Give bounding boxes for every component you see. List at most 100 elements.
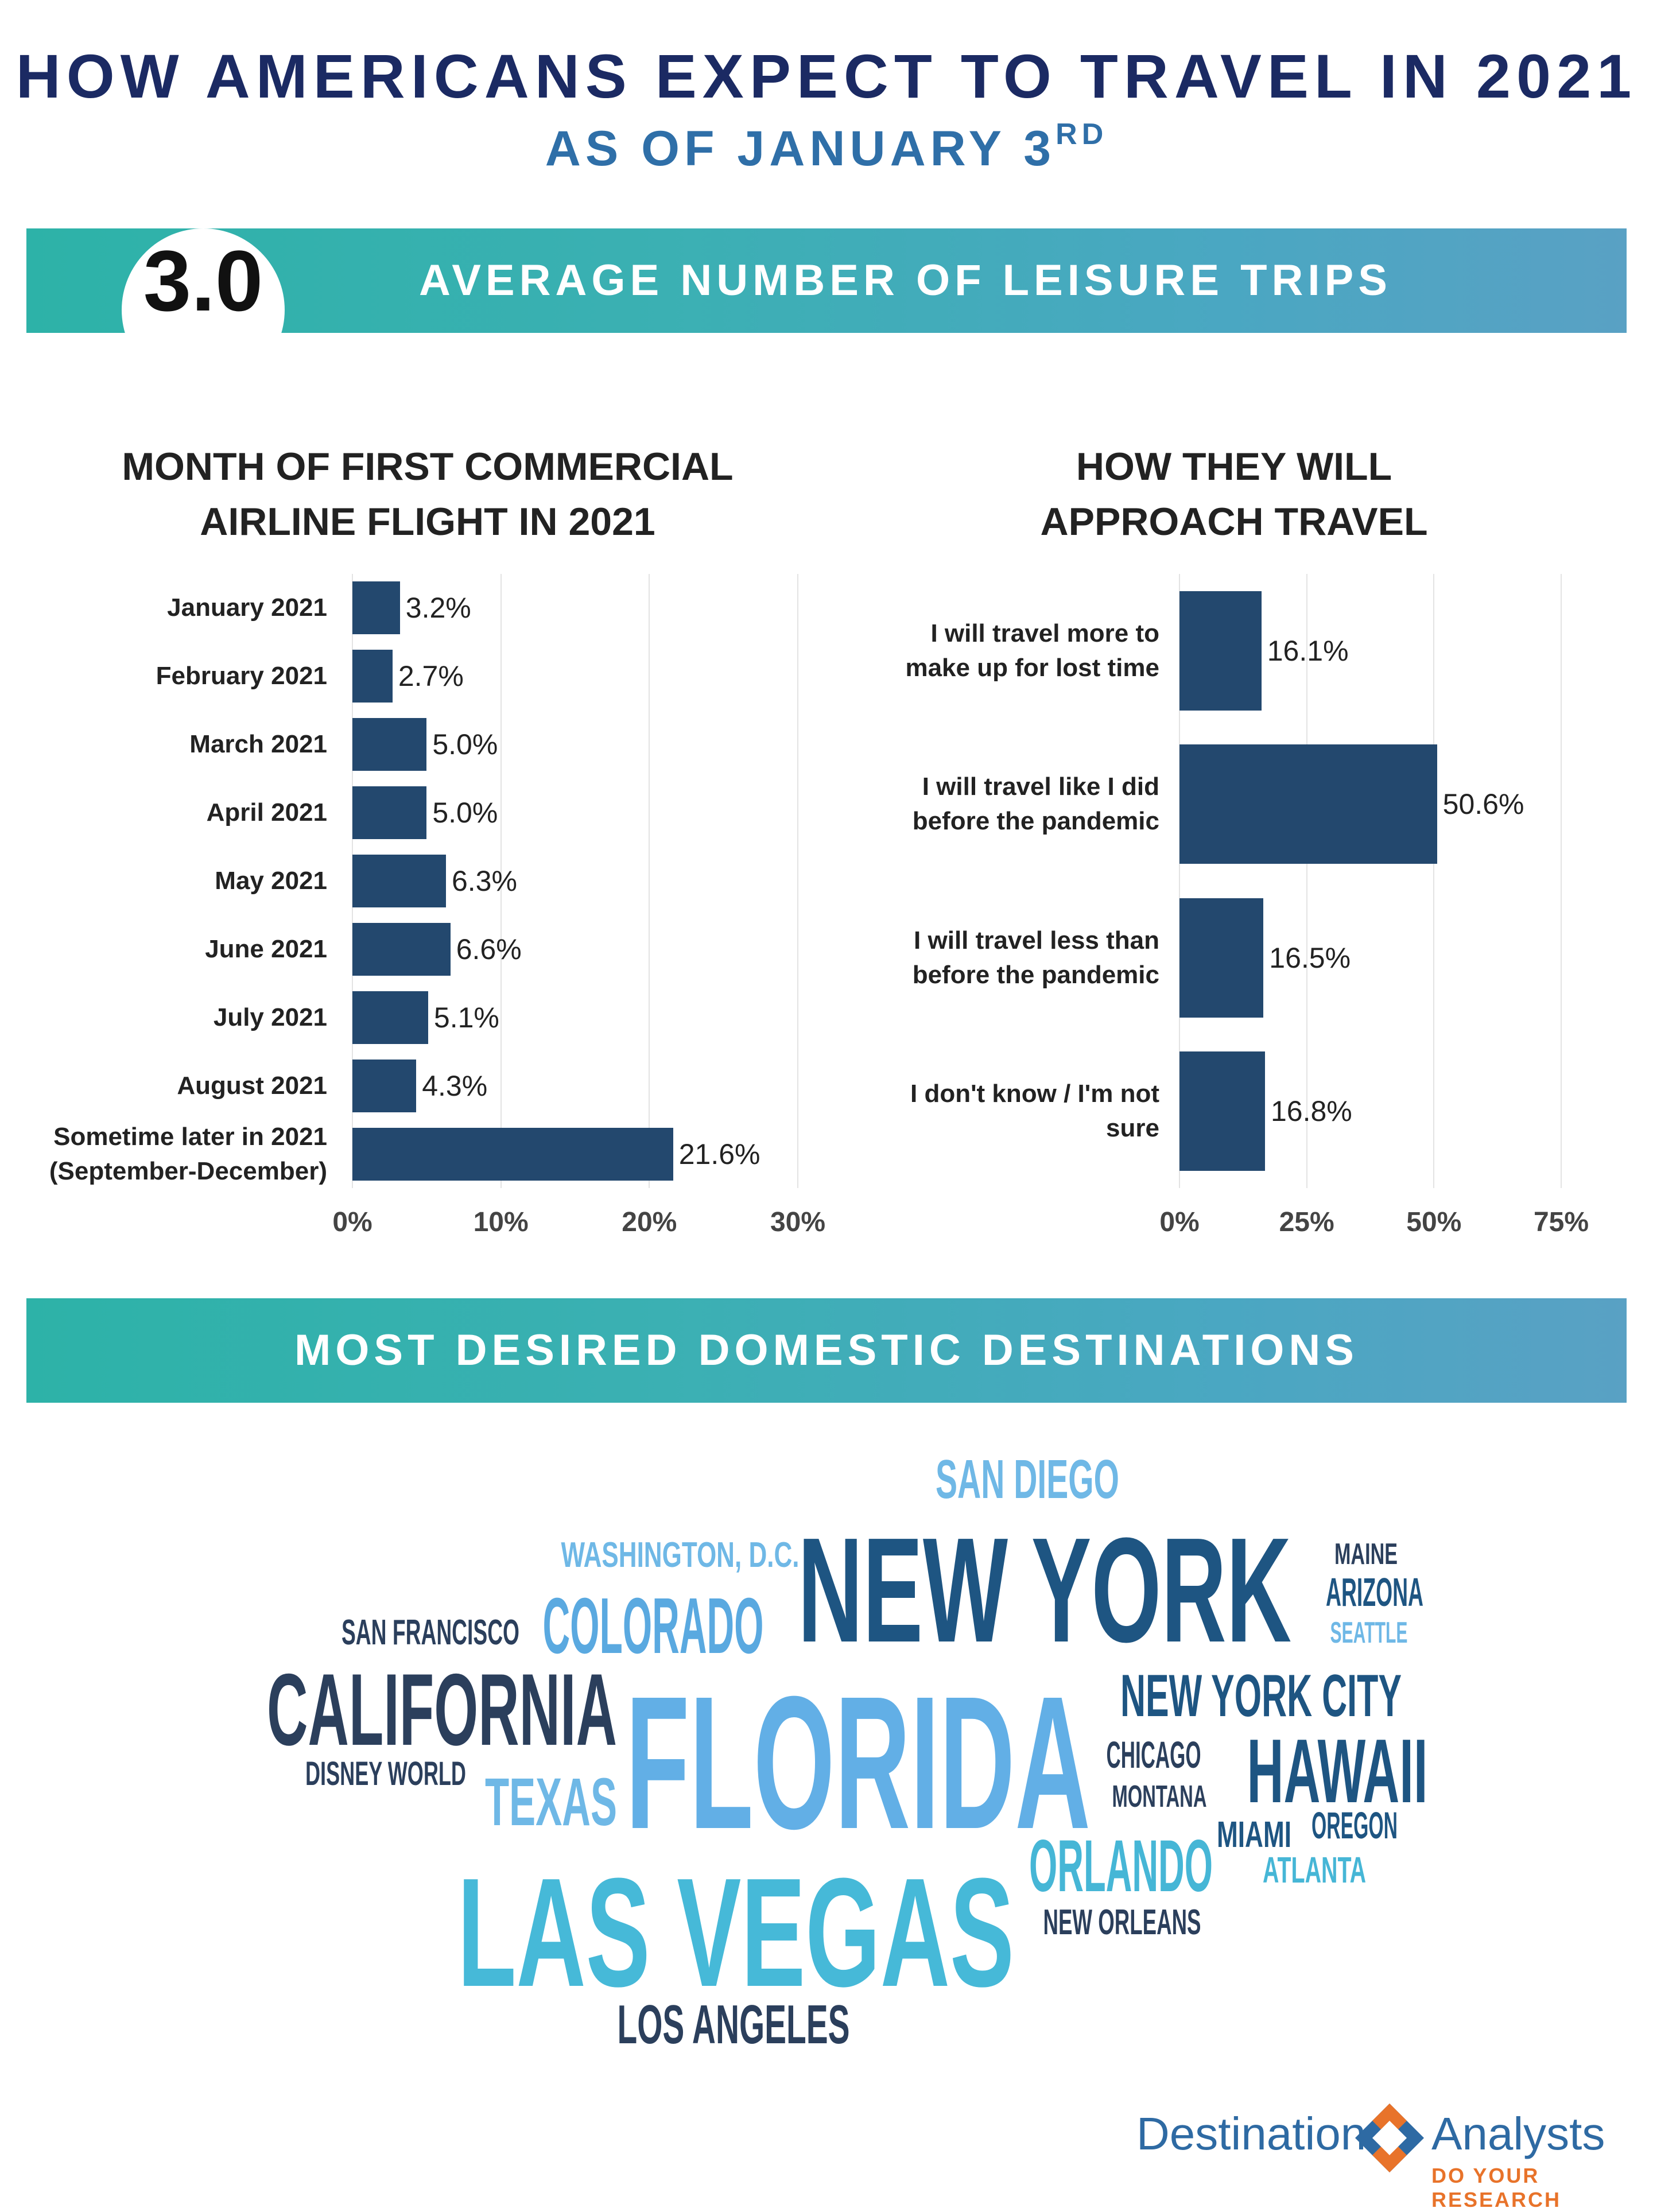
destinations-label: MOST DESIRED DOMESTIC DESTINATIONS xyxy=(294,1326,1359,1375)
bar-value-label: 16.5% xyxy=(1269,941,1351,974)
word-california: CALIFORNIA xyxy=(267,1652,617,1767)
word-texas: TEXAS xyxy=(485,1764,617,1840)
category-label: June 2021 xyxy=(205,934,327,963)
category-label: July 2021 xyxy=(213,1003,327,1031)
bar xyxy=(352,650,393,703)
word-colorado: COLORADO xyxy=(543,1582,764,1670)
word-orlando: ORLANDO xyxy=(1029,1825,1213,1907)
category-label: May 2021 xyxy=(215,867,327,895)
word-san-francisco: SAN FRANCISCO xyxy=(342,1613,519,1652)
bar xyxy=(352,581,400,635)
category-label: I will travel less than before the pande… xyxy=(912,926,1159,989)
word-san-diego: SAN DIEGO xyxy=(936,1449,1119,1510)
bar-value-label: 3.2% xyxy=(405,592,471,624)
chart1-title-line1: MONTH OF FIRST COMMERCIAL xyxy=(122,445,734,488)
bar xyxy=(1179,898,1264,1018)
bar-value-label: 6.6% xyxy=(456,933,522,965)
bar xyxy=(1179,744,1437,864)
bar-value-label: 5.1% xyxy=(433,1001,499,1034)
bar xyxy=(352,1059,417,1112)
x-tick-label: 0% xyxy=(1159,1207,1200,1237)
word-florida: FLORIDA xyxy=(626,1656,1091,1868)
word-miami: MIAMI xyxy=(1217,1814,1291,1855)
stat-value: 3.0 xyxy=(143,232,263,329)
bar-value-label: 2.7% xyxy=(398,660,464,693)
logo-name-left: Destination xyxy=(1136,2108,1367,2159)
gridline xyxy=(1561,574,1562,1188)
x-tick-label: 75% xyxy=(1533,1207,1589,1237)
stat-circle xyxy=(122,228,285,391)
destinations-word-cloud: SAN DIEGO WASHINGTON, D.C. NEW YORK MAIN… xyxy=(267,1449,1428,2055)
gridline xyxy=(500,574,502,1188)
word-hawaii: HAWAII xyxy=(1247,1721,1428,1822)
bar xyxy=(1179,591,1262,711)
word-oregon: OREGON xyxy=(1311,1804,1398,1846)
word-maine: MAINE xyxy=(1334,1538,1398,1571)
word-disney-world: DISNEY WORLD xyxy=(305,1755,466,1792)
bar xyxy=(352,1127,673,1181)
subtitle-superscript: RD xyxy=(1056,118,1108,151)
x-tick-label: 25% xyxy=(1279,1207,1334,1237)
x-tick-label: 30% xyxy=(770,1207,826,1237)
chart1-plot: 0% 10% 20% 30% 3.2% January 2021 2.7% February … xyxy=(0,0,826,1263)
category-label: April 2021 xyxy=(206,798,327,827)
word-arizona: ARIZONA xyxy=(1326,1570,1423,1615)
category-label: I will travel like I did before the pand… xyxy=(912,773,1159,836)
word-new-york: NEW YORK xyxy=(798,1507,1291,1674)
category-label: January 2021 xyxy=(167,593,327,622)
page-title: HOW AMERICANS EXPECT TO TRAVEL IN 2021 xyxy=(15,41,1638,111)
chart1-title: MONTH OF FIRST COMMERCIAL AIRLINE FLIGHT… xyxy=(80,439,775,549)
bar-value-label: 21.6% xyxy=(678,1138,760,1170)
bar xyxy=(352,991,428,1044)
word-atlanta: ATLANTA xyxy=(1263,1849,1366,1891)
stat-label: AVERAGE NUMBER OF LEISURE TRIPS xyxy=(419,256,1392,305)
bar xyxy=(352,855,446,907)
word-washington-dc: WASHINGTON, D.C. xyxy=(561,1535,800,1575)
chart1-title-line2: AIRLINE FLIGHT IN 2021 xyxy=(200,500,655,544)
chart2-title-line1: HOW THEY WILL xyxy=(1076,445,1392,488)
x-tick-label: 10% xyxy=(473,1207,529,1237)
logo-name-right: Analysts xyxy=(1431,2108,1605,2159)
category-label: Sometime later in 2021 (September-Decemb… xyxy=(49,1122,327,1185)
category-label: February 2021 xyxy=(156,662,327,690)
destinations-banner xyxy=(26,1298,1627,1403)
x-tick-label: 50% xyxy=(1406,1207,1462,1237)
category-label: I don't know / I'm not sure xyxy=(910,1080,1159,1143)
gridline xyxy=(1179,574,1180,1188)
x-tick-label: 0% xyxy=(332,1207,372,1237)
gridline xyxy=(1433,574,1435,1188)
bar-value-label: 4.3% xyxy=(422,1069,488,1102)
word-los-angeles: LOS ANGELES xyxy=(618,1994,850,2055)
logo-tagline: DO YOUR RESEARCH xyxy=(1431,2164,1562,2211)
gridline xyxy=(649,574,650,1188)
bar xyxy=(352,922,451,976)
word-montana: MONTANA xyxy=(1112,1779,1207,1814)
x-tick-label: 20% xyxy=(622,1207,677,1237)
bar-value-label: 5.0% xyxy=(432,797,498,829)
logo-diamond-icon xyxy=(1355,2104,1424,2172)
word-new-york-city: NEW YORK CITY xyxy=(1120,1663,1402,1729)
subtitle-text: AS OF JANUARY 3 xyxy=(545,121,1056,176)
category-label: August 2021 xyxy=(177,1071,327,1100)
bar-value-label: 5.0% xyxy=(432,728,498,761)
bar xyxy=(352,718,427,771)
chart2-title-line2: APPROACH TRAVEL xyxy=(1040,500,1428,544)
bar-value-label: 16.8% xyxy=(1270,1095,1352,1128)
bar xyxy=(1179,1051,1265,1171)
chart2-title: HOW THEY WILL APPROACH TRAVEL xyxy=(941,439,1527,549)
word-seattle: SEATTLE xyxy=(1330,1616,1408,1650)
bar-value-label: 16.1% xyxy=(1267,634,1349,667)
stat-banner xyxy=(26,228,1627,333)
gridline xyxy=(797,574,798,1188)
word-las-vegas: LAS VEGAS xyxy=(457,1846,1014,2019)
category-label: March 2021 xyxy=(189,730,327,759)
gridline xyxy=(1306,574,1307,1188)
word-chicago: CHICAGO xyxy=(1107,1733,1201,1776)
word-new-orleans: NEW ORLEANS xyxy=(1043,1903,1201,1942)
bar xyxy=(352,786,427,840)
page-subtitle: AS OF JANUARY 3RD xyxy=(0,118,1653,177)
bar-value-label: 6.3% xyxy=(451,865,517,897)
chart2-plot: 0% 25% 50% 75% 16.1% I will travel more to ma… xyxy=(826,0,1653,1263)
category-label: I will travel more to make up for lost t… xyxy=(905,619,1159,682)
bar-value-label: 50.6% xyxy=(1442,788,1524,821)
